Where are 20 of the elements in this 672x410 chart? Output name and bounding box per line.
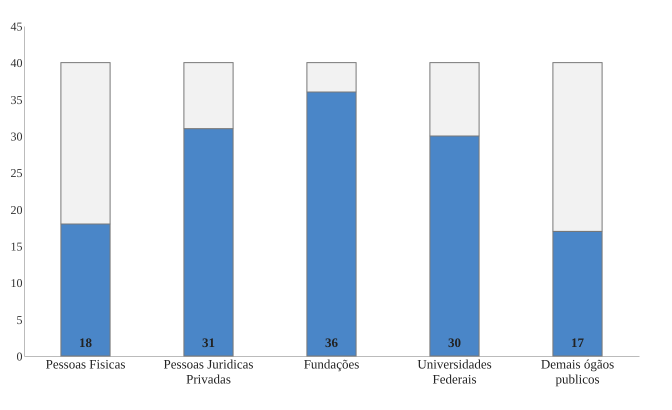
y-tick-label: 45 bbox=[10, 20, 22, 34]
y-tick-label: 0 bbox=[16, 350, 22, 364]
y-tick-label: 5 bbox=[16, 312, 22, 327]
data-label: 17 bbox=[571, 335, 584, 350]
x-tick-label: Universidades Federais bbox=[417, 356, 492, 386]
y-tick-label: 10 bbox=[10, 276, 22, 290]
x-tick-label: Pessoas Fisicas bbox=[46, 356, 126, 372]
y-tick-label: 25 bbox=[10, 166, 22, 180]
data-label: 18 bbox=[79, 335, 92, 350]
x-tick-label: Fundações bbox=[304, 356, 360, 372]
x-tick-label: Demais ógãos publicos bbox=[540, 356, 614, 386]
y-tick-label: 15 bbox=[10, 240, 22, 254]
y-tick-label: 30 bbox=[10, 130, 22, 144]
y-tick-label: 20 bbox=[10, 202, 22, 217]
y-tick-label: 35 bbox=[10, 92, 22, 107]
data-label: 36 bbox=[325, 335, 338, 350]
data-label: 30 bbox=[448, 335, 461, 350]
x-tick-label: Pessoas Juridicas Privadas bbox=[164, 356, 254, 386]
data-label: 31 bbox=[202, 335, 215, 350]
y-tick-label: 40 bbox=[10, 56, 22, 70]
